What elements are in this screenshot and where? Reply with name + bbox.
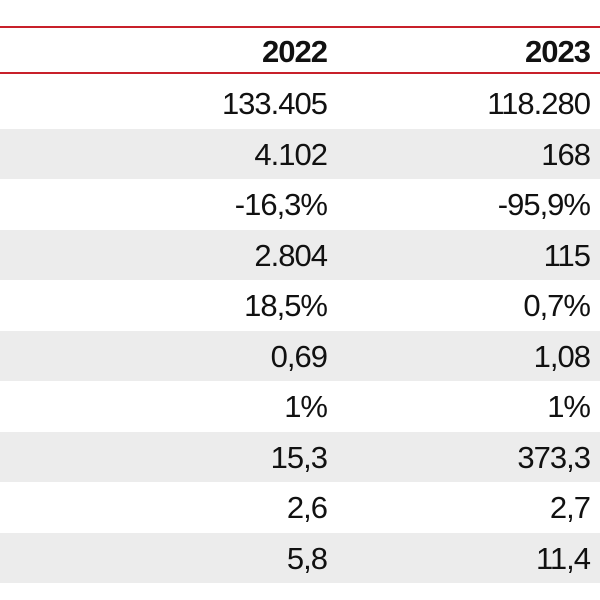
cell-2022: 5,8 [286, 540, 328, 576]
cell-2023: 118.280 [487, 86, 591, 121]
cell-2023: 2,7 [549, 490, 591, 525]
cell-2023: 373,3 [517, 439, 591, 475]
table-header: 2022 2023 [0, 26, 600, 74]
table-row: 2.804 115 [0, 229, 600, 280]
cell-2022: 15,3 [270, 439, 328, 475]
cell-2023: 11,4 [535, 540, 591, 576]
cell-2022: 4.102 [254, 136, 328, 172]
table-row: 15,3 373,3 [0, 431, 600, 482]
cell-2022: -16,3% [234, 187, 328, 222]
header-2023: 2023 [525, 34, 591, 69]
table-row: 18,5% 0,7% [0, 280, 600, 331]
cell-2022: 1% [284, 389, 328, 424]
cell-2022: 0,69 [270, 338, 328, 374]
cell-2023: 0,7% [523, 288, 591, 323]
cell-2023: 115 [543, 237, 591, 273]
table-row: 2,6 2,7 [0, 482, 600, 533]
cell-2023: 168 [541, 136, 591, 172]
cell-2023: 1% [547, 389, 591, 424]
header-2022: 2022 [262, 34, 328, 69]
cell-2022: 2,6 [286, 490, 328, 525]
table-row: 0,69 1,08 [0, 330, 600, 381]
cell-2022: 2.804 [254, 237, 328, 273]
cell-2022: 133.405 [221, 86, 328, 121]
table-row: 4.102 168 [0, 128, 600, 179]
cell-2022: 18,5% [244, 288, 328, 323]
table-body: 133.405 118.280 4.102 168 -16,3% -95,9% … [0, 78, 600, 583]
cell-2023: 1,08 [533, 338, 591, 374]
table-row: 5,8 11,4 [0, 532, 600, 583]
table-row: 133.405 118.280 [0, 78, 600, 129]
cell-2023: -95,9% [497, 187, 591, 222]
table-row: 1% 1% [0, 381, 600, 432]
table-row: -16,3% -95,9% [0, 179, 600, 230]
